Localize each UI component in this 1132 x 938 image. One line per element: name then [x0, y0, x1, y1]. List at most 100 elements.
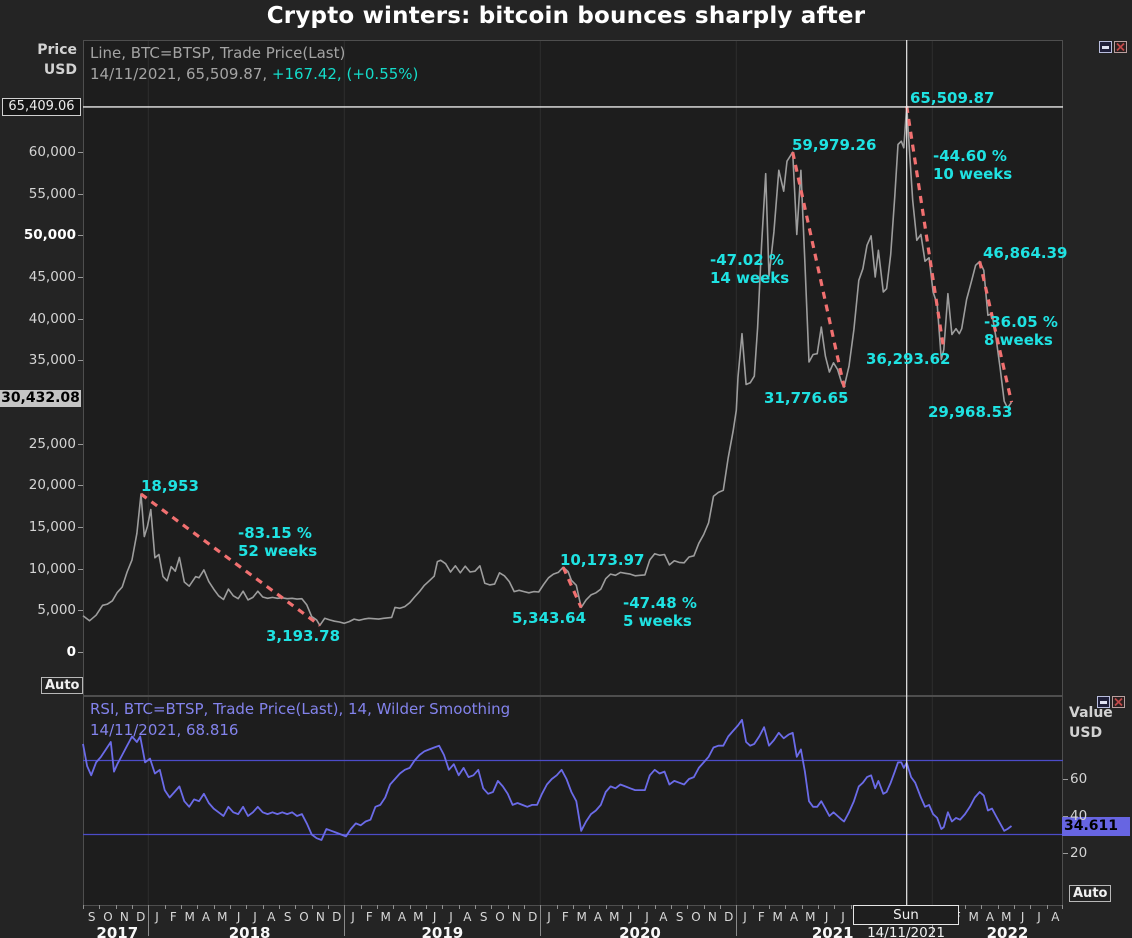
x-axis-month-label: J: [449, 910, 453, 924]
x-axis-month-label: J: [432, 910, 437, 924]
x-axis-month-label: S: [675, 910, 684, 924]
x-axis-month-tick: [785, 905, 787, 909]
cursor-price-axis-label: 65,409.06: [2, 98, 81, 116]
x-axis-month-label: D: [136, 910, 146, 924]
x-axis-month-tick: [981, 905, 983, 909]
x-axis-month-tick: [99, 905, 101, 909]
x-axis-year-divider: [344, 906, 346, 936]
restore-window-icon[interactable]: [1097, 696, 1110, 708]
x-axis-month-tick: [230, 905, 231, 909]
x-axis-month-label: O: [299, 910, 309, 924]
x-axis-month-tick: [703, 905, 705, 909]
x-axis-month-label: F: [365, 910, 373, 924]
x-axis-month-label: J: [645, 910, 649, 924]
x-axis-month-label: M: [184, 910, 195, 924]
rsi-y-tick-label: 60: [1070, 771, 1088, 787]
x-axis-month-label: O: [103, 910, 113, 924]
x-axis-month-tick: [426, 905, 427, 909]
x-axis-month-tick: [181, 905, 182, 909]
rsi-legend-line1: RSI, BTC=BTSP, Trade Price(Last), 14, Wi…: [90, 700, 511, 718]
decline-label: -36.05 % 8 weeks: [984, 313, 1058, 349]
x-axis-month-tick: [752, 905, 754, 909]
rsi-axis-auto-button[interactable]: Auto: [1069, 885, 1112, 902]
price-legend: Line, BTC=BTSP, Trade Price(Last) 14/11/…: [90, 43, 418, 85]
decline-pct: -47.48 %: [623, 594, 697, 612]
price-chart-plot[interactable]: [83, 40, 1063, 696]
x-axis-month-label: O: [495, 910, 505, 924]
price-annotation: 29,968.53: [928, 403, 1013, 421]
price-panel-window-controls: [1099, 41, 1127, 53]
x-axis-month-tick: [638, 905, 640, 909]
price-y-tick: [78, 152, 83, 153]
price-annotation: 18,953: [141, 477, 199, 495]
price-y-tick-label: 60,000: [28, 144, 76, 160]
x-axis-month-tick: [556, 905, 558, 909]
rsi-axis-title: Value USD: [1069, 705, 1113, 741]
x-axis-month-label: A: [593, 910, 603, 924]
x-axis-month-label: D: [724, 910, 734, 924]
x-axis-month-tick: [1030, 905, 1032, 909]
x-axis-month-label: A: [789, 910, 799, 924]
rsi-y-tick: [1063, 853, 1068, 854]
decline-pct: -36.05 %: [984, 313, 1058, 331]
x-axis-month-tick: [115, 905, 117, 909]
price-y-tick: [78, 277, 83, 278]
x-axis-month-tick: [818, 905, 819, 909]
x-axis-month-label: M: [772, 910, 783, 924]
x-axis-month-tick: [246, 905, 248, 909]
x-axis-month-label: A: [463, 910, 472, 924]
x-axis-month-label: J: [351, 910, 355, 924]
x-axis-month-label: A: [985, 910, 995, 924]
x-axis-month-tick: [507, 905, 509, 909]
x-axis-month-label: M: [805, 910, 816, 924]
decline-duration: 14 weeks: [710, 269, 790, 287]
restore-window-icon[interactable]: [1099, 41, 1112, 53]
price-annotation: 3,193.78: [266, 627, 341, 645]
rsi-current-value-badge: 34.611: [1062, 817, 1130, 836]
x-axis-month-label: J: [824, 910, 829, 924]
x-axis-month-label: D: [332, 910, 342, 924]
decline-pct: -83.15 %: [238, 524, 312, 542]
x-axis-month-tick: [164, 905, 166, 909]
rsi-legend-line2: 14/11/2021, 68.816: [90, 721, 239, 739]
x-axis-month-tick: [197, 905, 199, 909]
x-axis-month-tick: [393, 905, 395, 909]
x-axis-month-label: A: [201, 910, 211, 924]
x-axis-month-label: N: [315, 910, 325, 924]
x-axis-month-label: O: [691, 910, 701, 924]
x-axis-month-tick: [311, 905, 313, 909]
x-axis-month-label: F: [561, 910, 569, 924]
price-annotation: 31,776.65: [764, 389, 849, 407]
decline-pct: -44.60 %: [933, 147, 1007, 165]
price-y-tick-label: 15,000: [28, 519, 76, 535]
price-annotation: 59,979.26: [792, 136, 877, 154]
price-y-tick-label: 45,000: [28, 269, 76, 285]
decline-label: -44.60 % 10 weeks: [933, 147, 1012, 183]
x-axis-month-tick: [279, 905, 280, 909]
price-axis-auto-button[interactable]: Auto: [41, 677, 84, 694]
price-y-tick-label: 35,000: [28, 352, 76, 369]
x-axis-month-tick: [132, 905, 133, 909]
decline-label: -47.02 % 14 weeks: [710, 251, 789, 287]
x-axis-year-label: 2019: [421, 924, 464, 938]
x-axis-month-tick: [997, 905, 999, 909]
decline-duration: 10 weeks: [933, 165, 1013, 183]
decline-duration: 52 weeks: [238, 542, 318, 560]
price-y-tick-label: 20,000: [28, 477, 76, 494]
x-axis-month-tick: [360, 905, 362, 909]
close-icon[interactable]: [1114, 41, 1127, 53]
price-y-tick: [78, 652, 83, 653]
x-axis-month-tick: [491, 905, 493, 909]
x-axis-month-tick: [671, 905, 672, 909]
close-icon[interactable]: [1112, 696, 1125, 708]
price-y-tick: [78, 610, 83, 612]
price-y-tick: [78, 443, 83, 445]
x-axis-month-label: M: [380, 910, 391, 924]
decline-duration: 8 weeks: [984, 331, 1053, 349]
x-axis-month-tick: [573, 905, 574, 909]
x-axis-year-divider: [148, 906, 150, 936]
x-axis-month-label: A: [397, 910, 407, 924]
x-axis-month-label: A: [1051, 910, 1060, 924]
x-axis-month-tick: [377, 905, 378, 909]
x-axis-year-label: 2017: [96, 924, 139, 938]
